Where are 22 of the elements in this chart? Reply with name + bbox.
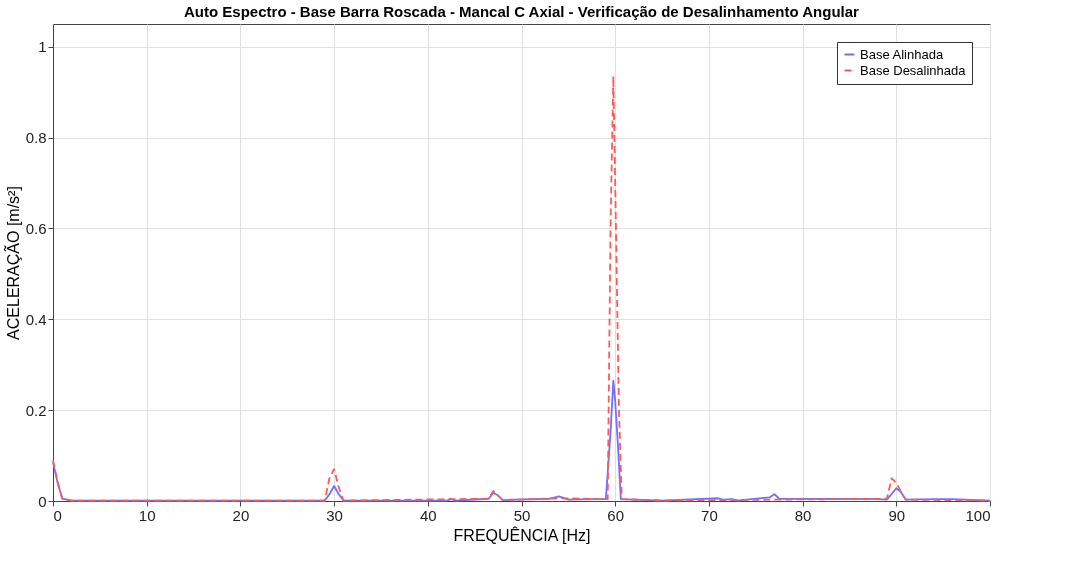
y-tick-label: 0.8 [25, 129, 47, 147]
y-tick-label: 1 [38, 38, 47, 56]
x-tick-label: 20 [232, 506, 250, 524]
x-tick-label: 10 [138, 506, 156, 524]
chart-title: Auto Espectro - Base Barra Roscada - Mancal C Axial - Verificação de Desalinhamento Angular [184, 3, 860, 20]
x-tick-label: 100 [965, 506, 991, 524]
y-tick-label: 0.6 [25, 219, 47, 237]
y-tick-label: 0.2 [25, 401, 47, 419]
x-tick-label: 60 [607, 506, 625, 524]
legend-label: Base Desalinhada [860, 62, 967, 78]
x-tick-label: 90 [888, 506, 906, 524]
x-tick-label: 0 [53, 506, 62, 524]
x-tick-label: 70 [701, 506, 718, 524]
y-tick-label: 0.4 [25, 310, 47, 328]
y-tick-label: 0 [38, 492, 47, 510]
legend-label: Base Alinhada [860, 46, 944, 62]
y-axis-title: ACELERAÇÃO [m/s²] [2, 186, 22, 340]
x-tick-label: 50 [513, 506, 531, 524]
x-tick-label: 80 [794, 506, 812, 524]
x-axis-title: FREQUÊNCIA [Hz] [453, 525, 591, 544]
x-tick-label: 30 [326, 506, 343, 524]
x-tick-label: 40 [419, 506, 437, 524]
